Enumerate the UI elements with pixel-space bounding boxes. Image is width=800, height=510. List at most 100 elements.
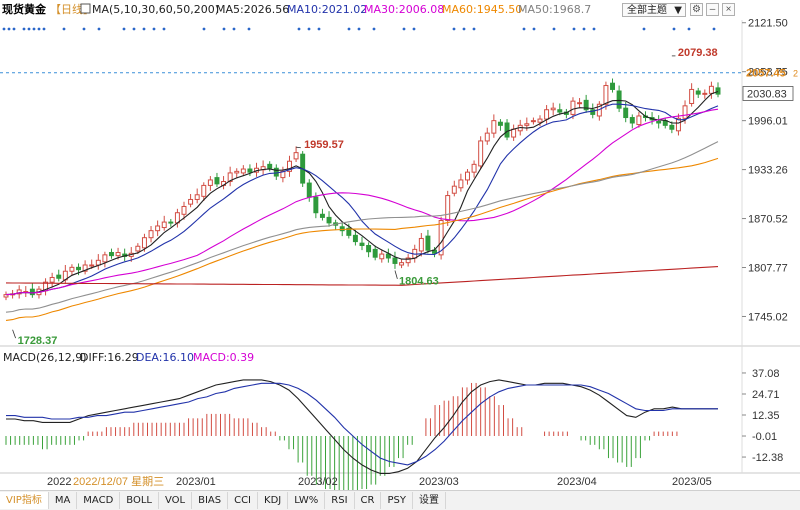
macd-tick-label: 37.08 bbox=[752, 368, 780, 380]
event-marker bbox=[7, 27, 11, 31]
candle-body bbox=[511, 128, 517, 138]
event-marker bbox=[162, 27, 166, 31]
event-marker bbox=[32, 27, 36, 31]
event-marker bbox=[347, 27, 351, 31]
ma-toggle-checkbox[interactable] bbox=[80, 3, 91, 14]
price-tick-label: 1807.77 bbox=[748, 263, 788, 275]
candle-body bbox=[438, 220, 444, 256]
start-low-annotation-pointer bbox=[12, 329, 16, 339]
candle-body bbox=[287, 160, 292, 172]
ma60-line bbox=[5, 157, 719, 321]
candle-body bbox=[636, 115, 642, 126]
macd-diff: DIFF:16.29 bbox=[80, 351, 139, 364]
indicator-tab-vip[interactable]: VIP指标 bbox=[0, 492, 49, 509]
event-marker bbox=[462, 27, 466, 31]
candle-body bbox=[372, 248, 378, 258]
event-marker bbox=[317, 27, 321, 31]
macd-pane: 37.08 24.71 12.35 -0.01 -12.38 bbox=[5, 368, 783, 490]
candle-body bbox=[530, 120, 536, 123]
candle-body bbox=[366, 244, 372, 253]
macd-value: MACD:0.39 bbox=[193, 351, 254, 364]
indicator-tab-kdj[interactable]: KDJ bbox=[258, 492, 289, 509]
indicator-tab-cci[interactable]: CCI bbox=[228, 492, 259, 509]
candle-body bbox=[76, 266, 81, 271]
candle-body bbox=[115, 252, 121, 257]
event-marker bbox=[2, 27, 6, 31]
macd-tick-label: 24.71 bbox=[752, 389, 780, 401]
price-tick-label: 1745.02 bbox=[748, 311, 788, 323]
low-annotation-1: 1804.63 bbox=[399, 275, 439, 287]
candle-body bbox=[590, 109, 596, 115]
event-marker bbox=[412, 27, 416, 31]
candle-body bbox=[89, 264, 95, 267]
indicator-tab-psy[interactable]: PSY bbox=[381, 492, 413, 509]
ma30-value: MA30:2006.08 bbox=[364, 3, 444, 16]
ma30-line bbox=[5, 108, 719, 296]
candle-body bbox=[155, 225, 161, 232]
event-marker bbox=[42, 27, 46, 31]
low-annotation-1-pointer bbox=[394, 270, 398, 279]
candle-body bbox=[484, 132, 490, 142]
gold-daily-chart[interactable]: 2121.50 2058.75 1996.01 1933.26 1870.52 1807.… bbox=[0, 0, 800, 490]
candle-body bbox=[102, 254, 108, 263]
indicator-tab-lw[interactable]: LW% bbox=[288, 492, 326, 509]
event-marker bbox=[62, 27, 66, 31]
indicator-tab-cr[interactable]: CR bbox=[355, 492, 382, 509]
candle-body bbox=[273, 167, 279, 177]
candle-body bbox=[194, 194, 200, 200]
indicator-tab-bar: VIP指标 MA MACD BOLL VOL BIAS CCI KDJ LW% RSI CR PSY 设… bbox=[0, 490, 800, 510]
candle-body bbox=[682, 105, 688, 119]
ma5-line bbox=[5, 90, 719, 296]
event-marker bbox=[82, 27, 86, 31]
indicator-tab-bias[interactable]: BIAS bbox=[192, 492, 229, 509]
high-annotation-1-pointer bbox=[296, 146, 301, 149]
macd-title: MACD(26,12,9) bbox=[3, 351, 87, 364]
theme-dropdown[interactable]: 全部主题 ▼ bbox=[622, 3, 686, 17]
candle-body bbox=[49, 276, 55, 283]
event-marker bbox=[232, 27, 236, 31]
event-marker bbox=[22, 27, 26, 31]
candle-body bbox=[29, 288, 35, 296]
indicator-tab-ma[interactable]: MA bbox=[49, 492, 78, 509]
candle-body bbox=[491, 120, 497, 134]
gear-icon[interactable]: ⚙ bbox=[690, 3, 703, 16]
candle-body bbox=[695, 90, 701, 95]
candle-body bbox=[247, 168, 253, 173]
minimize-icon[interactable]: – bbox=[706, 3, 719, 16]
candle-body bbox=[610, 82, 615, 90]
candle-body bbox=[201, 184, 207, 197]
candle-body bbox=[392, 257, 398, 264]
candle-body bbox=[583, 99, 589, 111]
candle-body bbox=[537, 118, 543, 123]
current-price-label: 2057.45 bbox=[746, 68, 786, 80]
indicator-tab-settings[interactable]: 设置 bbox=[413, 492, 446, 509]
candle-body bbox=[16, 289, 22, 295]
event-marker bbox=[552, 27, 556, 31]
candle-body bbox=[465, 171, 470, 181]
high-annotation-2: 2079.38 bbox=[678, 47, 718, 59]
candle-body bbox=[577, 102, 583, 105]
candle-body bbox=[240, 168, 246, 174]
high-annotation-1: 1959.57 bbox=[304, 139, 344, 151]
ma5-value: MA5:2026.56 bbox=[216, 3, 289, 16]
candle-body bbox=[69, 266, 75, 272]
indicator-tab-vol[interactable]: VOL bbox=[159, 492, 193, 509]
event-marker bbox=[532, 27, 536, 31]
indicator-tab-macd[interactable]: MACD bbox=[77, 492, 121, 509]
event-marker bbox=[472, 27, 476, 31]
event-marker bbox=[247, 27, 251, 31]
price-tick-label: 1996.01 bbox=[748, 116, 788, 128]
indicator-tab-boll[interactable]: BOLL bbox=[120, 492, 159, 509]
ma50-line bbox=[5, 141, 719, 313]
candle-body bbox=[497, 121, 503, 126]
price-tick-label: 1870.52 bbox=[748, 214, 788, 226]
candle-body bbox=[313, 196, 319, 214]
price-tick-label: 2121.50 bbox=[748, 18, 788, 30]
indicator-tab-rsi[interactable]: RSI bbox=[325, 492, 355, 509]
close-icon[interactable]: × bbox=[722, 3, 735, 16]
start-low-annotation: 1728.37 bbox=[18, 335, 58, 347]
candle-body bbox=[458, 179, 464, 189]
candle-body bbox=[141, 237, 147, 249]
candle-body bbox=[95, 259, 101, 266]
event-marker bbox=[222, 27, 226, 31]
